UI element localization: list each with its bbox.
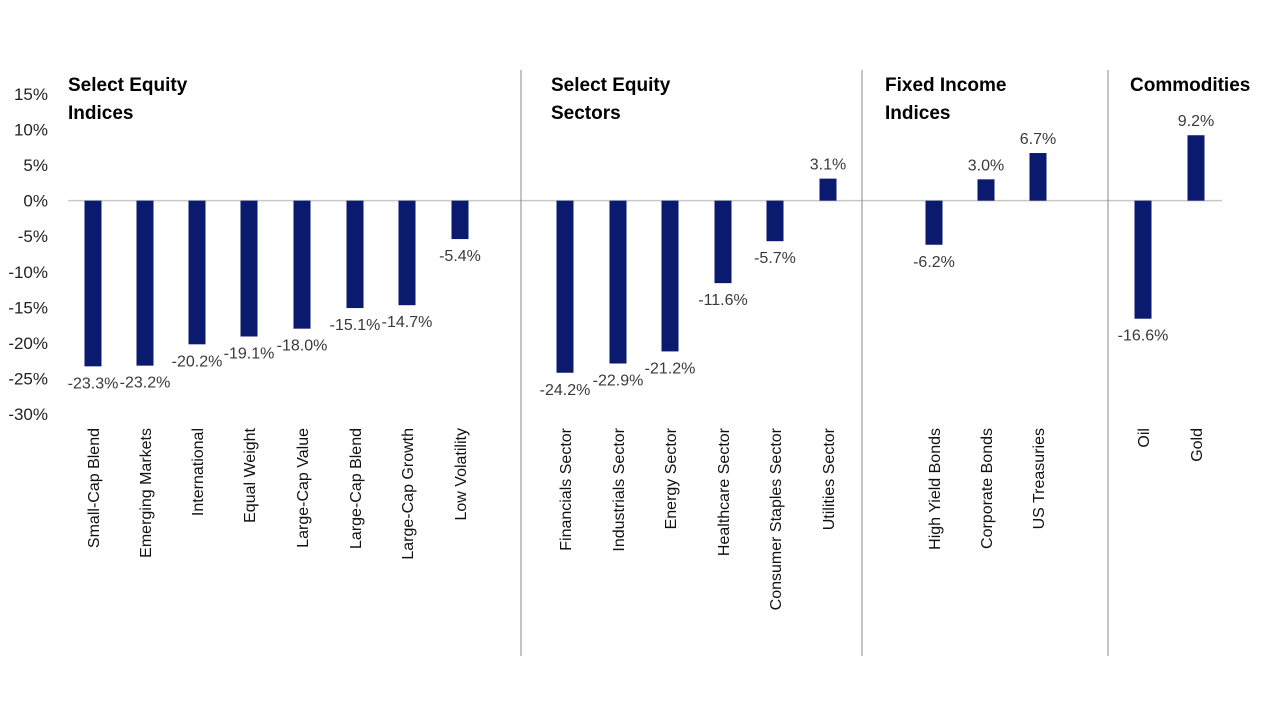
data-label: -16.6% <box>1118 328 1169 345</box>
category-label: Large-Cap Growth <box>400 428 417 560</box>
category-label: Equal Weight <box>242 427 259 522</box>
y-tick-label: 15% <box>14 85 48 104</box>
data-label: -21.2% <box>645 360 696 377</box>
data-label: 3.1% <box>810 157 846 174</box>
group-title: Indices <box>885 103 950 124</box>
data-label: -23.2% <box>120 375 171 392</box>
y-tick-label: -30% <box>8 405 48 424</box>
data-label: -23.3% <box>68 375 119 392</box>
bar <box>84 200 102 367</box>
category-label: Large-Cap Value <box>295 428 312 548</box>
data-label: -11.6% <box>698 292 748 309</box>
group-title: Fixed Income <box>885 75 1006 96</box>
category-label: International <box>190 428 207 516</box>
group-title: Sectors <box>551 103 621 124</box>
bar <box>346 200 364 309</box>
bar <box>819 178 837 201</box>
category-label: High Yield Bonds <box>927 428 944 550</box>
bar <box>398 200 416 306</box>
y-tick-label: -10% <box>8 263 48 282</box>
bar <box>188 200 206 345</box>
y-tick-label: -20% <box>8 334 48 353</box>
bar <box>136 200 154 366</box>
y-tick-label: -25% <box>8 369 48 388</box>
category-label: Corporate Bonds <box>979 428 996 549</box>
y-tick-label: -5% <box>18 227 48 246</box>
group-title: Select Equity <box>68 75 188 96</box>
category-label: Low Volatility <box>453 428 470 521</box>
bar <box>609 200 627 364</box>
data-label: -5.7% <box>754 250 796 267</box>
bar <box>977 179 995 201</box>
data-label: -19.1% <box>224 345 275 362</box>
category-label: Consumer Staples Sector <box>768 427 785 610</box>
category-label: Industrials Sector <box>611 427 628 551</box>
bar <box>451 200 469 240</box>
category-label: Energy Sector <box>663 427 680 529</box>
group-title: Indices <box>68 103 133 124</box>
data-label: -14.7% <box>382 314 433 331</box>
category-label: Healthcare Sector <box>716 427 733 556</box>
data-label: -22.9% <box>593 373 644 390</box>
bar <box>766 200 784 242</box>
y-tick-label: 5% <box>23 156 48 175</box>
category-label: US Treasuries <box>1031 428 1048 529</box>
bar <box>1187 135 1205 201</box>
data-label: 9.2% <box>1178 113 1214 130</box>
bar <box>661 200 679 352</box>
y-tick-label: -15% <box>8 298 48 317</box>
bar <box>1134 200 1152 319</box>
category-label: Small-Cap Blend <box>86 428 103 548</box>
category-label: Utilities Sector <box>821 427 838 530</box>
data-label: 3.0% <box>968 157 1004 174</box>
data-label: 6.7% <box>1020 131 1056 148</box>
data-label: -20.2% <box>172 353 223 370</box>
group-title: Select Equity <box>551 75 671 96</box>
category-label: Gold <box>1189 428 1206 462</box>
data-label: -24.2% <box>540 382 591 399</box>
group-title: Commodities <box>1130 75 1250 96</box>
bar <box>714 200 732 284</box>
data-label: -5.4% <box>439 248 481 265</box>
data-label: -6.2% <box>913 254 955 271</box>
category-label: Emerging Markets <box>138 428 155 558</box>
data-label: -18.0% <box>277 338 328 355</box>
category-label: Oil <box>1136 428 1153 448</box>
bar <box>293 200 311 329</box>
y-tick-label: 0% <box>23 192 48 211</box>
bar <box>1029 153 1047 201</box>
y-tick-label: 10% <box>14 121 48 140</box>
category-label: Large-Cap Blend <box>348 428 365 549</box>
data-label: -15.1% <box>330 317 381 334</box>
category-label: Financials Sector <box>558 427 575 550</box>
bar <box>556 200 574 373</box>
bar <box>925 200 943 245</box>
bar <box>240 200 258 337</box>
